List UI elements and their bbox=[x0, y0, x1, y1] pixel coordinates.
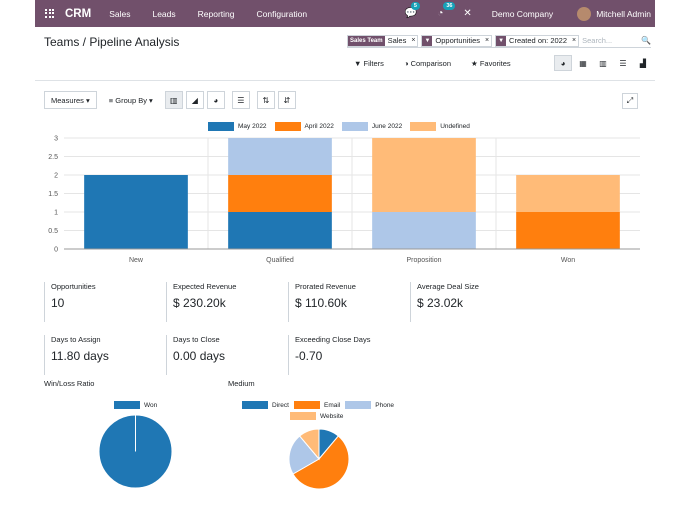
menu-leads[interactable]: Leads bbox=[152, 8, 176, 19]
filter-icon: ▼ bbox=[496, 35, 507, 46]
menu-reporting[interactable]: Reporting bbox=[197, 8, 235, 19]
facet-filter-opportunities[interactable]: ▼ Opportunities × bbox=[421, 34, 493, 47]
breadcrumb-teams[interactable]: Teams bbox=[44, 35, 80, 49]
dashboard-view-icon[interactable]: ◕ bbox=[554, 55, 572, 71]
x-tick-label: New bbox=[129, 257, 144, 264]
medium-title: Medium bbox=[228, 379, 255, 388]
kpi-prorated-revenue[interactable]: Prorated Revenue $ 110.60k bbox=[288, 282, 408, 322]
legend-item[interactable]: April 2022 bbox=[274, 122, 334, 131]
bar-chart-icon[interactable]: ▥ bbox=[164, 91, 183, 109]
activities-icon[interactable]: ◔ 36 bbox=[437, 2, 456, 19]
search-bar: Sales Team Sales × ▼ Opportunities × ▼ Create… bbox=[347, 34, 651, 48]
legend-item[interactable]: Email bbox=[293, 401, 340, 409]
graph-view-icon[interactable]: ▥ bbox=[599, 58, 607, 68]
stacked-icon[interactable]: ☰ bbox=[231, 91, 250, 109]
activities-badge: 36 bbox=[443, 2, 456, 10]
search-icon[interactable]: 🔍 bbox=[641, 36, 651, 45]
line-chart-icon[interactable]: ◢ bbox=[185, 91, 204, 109]
comparison-button[interactable]: ◑ Comparison bbox=[403, 59, 451, 68]
debug-tools-icon[interactable]: ✕ bbox=[463, 8, 472, 19]
fullscreen-icon[interactable]: ⤢ bbox=[622, 93, 638, 109]
bar-segment[interactable] bbox=[84, 175, 188, 249]
messages-icon[interactable]: 💬 5 bbox=[405, 2, 420, 19]
measures-dropdown[interactable]: Measures ▾ bbox=[44, 91, 97, 109]
bar-segment[interactable] bbox=[372, 138, 476, 212]
company-switcher[interactable]: Demo Company bbox=[491, 8, 554, 19]
sort-ascending-icon[interactable]: ⇵ bbox=[277, 91, 296, 109]
legend-item[interactable]: May 2022 bbox=[208, 122, 267, 131]
sort-descending-icon[interactable]: ⇅ bbox=[256, 91, 275, 109]
breadcrumb: Teams / Pipeline Analysis bbox=[44, 35, 179, 49]
view-switcher: ◕ ▦ ▥ ☰ ▟ bbox=[552, 55, 652, 71]
filters-button[interactable]: ▼ Filters bbox=[354, 59, 384, 68]
remove-facet-icon[interactable]: × bbox=[572, 37, 577, 44]
medium-pie-chart bbox=[288, 428, 350, 490]
page-title: Pipeline Analysis bbox=[89, 35, 180, 49]
winloss-title: Win/Loss Ratio bbox=[44, 379, 95, 388]
kpi-exceeding-close-days[interactable]: Exceeding Close Days -0.70 bbox=[288, 335, 408, 375]
y-tick-label: 0.5 bbox=[48, 228, 58, 235]
facet-filter-created-on[interactable]: ▼ Created on: 2022 × bbox=[495, 34, 580, 47]
y-tick-label: 0 bbox=[54, 247, 58, 254]
favorites-button[interactable]: ★ Favorites bbox=[471, 59, 511, 68]
search-options: ▼ Filters ◑ Comparison ★ Favorites bbox=[354, 59, 531, 68]
pie-chart-icon[interactable]: ◕ bbox=[206, 91, 225, 109]
x-tick-label: Won bbox=[561, 257, 575, 264]
y-tick-label: 3 bbox=[54, 136, 58, 143]
remove-facet-icon[interactable]: × bbox=[485, 37, 490, 44]
bar-segment[interactable] bbox=[228, 212, 332, 249]
menu-configuration[interactable]: Configuration bbox=[256, 8, 308, 19]
remove-facet-icon[interactable]: × bbox=[411, 37, 416, 44]
avatar[interactable] bbox=[577, 6, 592, 21]
bar-segment[interactable] bbox=[516, 175, 620, 212]
pipeline-bar-chart: 0 0.5 1 1.5 2 2.5 3 New Qualified Proposition Won bbox=[48, 136, 640, 264]
pie-slice[interactable] bbox=[288, 435, 320, 475]
search-input[interactable]: Search... bbox=[582, 36, 613, 45]
app-name[interactable]: CRM bbox=[65, 7, 92, 20]
facet-sales-team[interactable]: Sales Team Sales × bbox=[347, 34, 419, 47]
y-tick-label: 2.5 bbox=[48, 154, 58, 161]
kpi-opportunities[interactable]: Opportunities 10 bbox=[44, 282, 164, 322]
medium-legend: Direct Email Phone Website bbox=[242, 401, 422, 423]
legend-item[interactable]: Won bbox=[114, 401, 157, 409]
pie-slice[interactable] bbox=[299, 428, 320, 461]
legend-item[interactable]: Phone bbox=[345, 401, 394, 409]
filter-icon: ▼ bbox=[422, 35, 433, 46]
y-tick-label: 1 bbox=[54, 210, 58, 217]
kpi-average-deal-size[interactable]: Average Deal Size $ 23.02k bbox=[410, 282, 530, 322]
legend-item[interactable]: June 2022 bbox=[341, 122, 402, 131]
menu-sales[interactable]: Sales bbox=[109, 8, 131, 19]
legend-item[interactable]: Website bbox=[290, 412, 343, 420]
kpi-days-to-close[interactable]: Days to Close 0.00 days bbox=[166, 335, 286, 375]
bar-segment[interactable] bbox=[516, 212, 620, 249]
control-panel: Teams / Pipeline Analysis Sales Team Sale… bbox=[35, 27, 655, 81]
y-tick-label: 1.5 bbox=[48, 191, 58, 198]
bar-segment[interactable] bbox=[228, 138, 332, 175]
x-tick-label: Proposition bbox=[406, 257, 441, 264]
top-navbar: CRM Sales Leads Reporting Configuration … bbox=[35, 0, 655, 27]
kpi-days-to-assign[interactable]: Days to Assign 11.80 days bbox=[44, 335, 164, 375]
bar-segment[interactable] bbox=[228, 175, 332, 212]
kpi-expected-revenue[interactable]: Expected Revenue $ 230.20k bbox=[166, 282, 286, 322]
y-tick-label: 2 bbox=[54, 173, 58, 180]
group-by-dropdown[interactable]: ≡ Group By ▾ bbox=[102, 91, 159, 109]
cohort-view-icon[interactable]: ▟ bbox=[639, 58, 647, 68]
winloss-pie-chart bbox=[98, 414, 173, 489]
x-tick-label: Qualified bbox=[266, 257, 294, 264]
winloss-legend: Won bbox=[114, 401, 162, 412]
graph-toolbar: Measures ▾ ≡ Group By ▾ ▥ ◢ ◕ ☰ ⇅ ⇵ bbox=[44, 91, 299, 109]
legend-item[interactable]: Undefined bbox=[410, 122, 470, 131]
apps-menu-icon[interactable] bbox=[45, 8, 55, 19]
user-menu[interactable]: Mitchell Admin bbox=[596, 8, 651, 19]
pie-slice[interactable] bbox=[292, 435, 350, 490]
list-view-icon[interactable]: ☰ bbox=[619, 58, 627, 68]
pivot-view-icon[interactable]: ▦ bbox=[579, 58, 587, 68]
breadcrumb-separator: / bbox=[79, 35, 90, 49]
messages-badge: 5 bbox=[410, 2, 420, 10]
chart-legend: May 2022 April 2022 June 2022 Undefined bbox=[208, 122, 478, 131]
bar-segment[interactable] bbox=[372, 212, 476, 249]
legend-item[interactable]: Direct bbox=[242, 401, 289, 409]
